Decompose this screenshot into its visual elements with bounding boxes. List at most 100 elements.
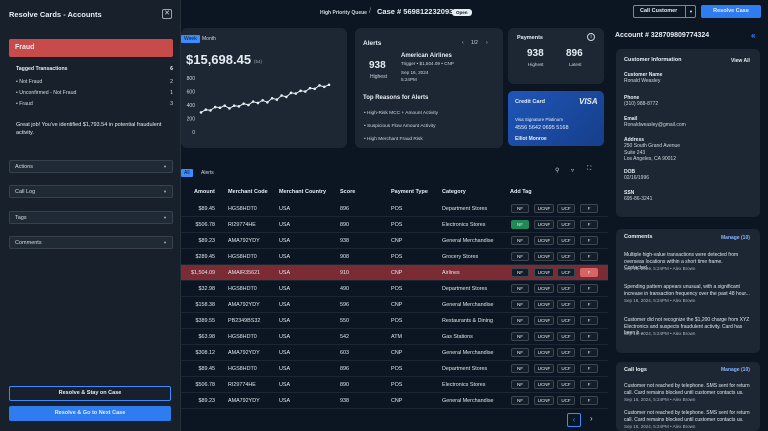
data-point[interactable] bbox=[204, 108, 208, 112]
table-row[interactable]: $89.45 HGS8HDT0 USA 896 POS Department Stores… bbox=[181, 201, 608, 217]
data-point[interactable] bbox=[213, 105, 217, 109]
data-point[interactable] bbox=[266, 101, 269, 104]
view-all-link[interactable]: View All bbox=[731, 58, 750, 64]
tag-button-ucf[interactable]: UCF bbox=[557, 204, 575, 213]
caret-down-icon[interactable]: ▼ bbox=[689, 9, 693, 14]
data-point[interactable] bbox=[209, 109, 212, 112]
table-row[interactable]: $63.98 HGS8HDT0 USA 542 ATM Gas Stations NF UCN… bbox=[181, 329, 608, 345]
prev-page-button[interactable]: ‹ bbox=[567, 413, 581, 427]
table-row[interactable]: $308.12 AMA792YDY USA 603 CNP General Merchan… bbox=[181, 345, 608, 361]
data-point[interactable] bbox=[308, 86, 312, 90]
data-point[interactable] bbox=[285, 95, 288, 99]
expand-icon[interactable]: ⛶ bbox=[587, 166, 592, 172]
next-page-button[interactable]: › bbox=[590, 414, 593, 423]
col-header[interactable]: Category bbox=[442, 189, 466, 195]
tag-button-ucf[interactable]: UCF bbox=[557, 348, 575, 357]
col-header[interactable]: Merchant Code bbox=[228, 189, 268, 195]
tag-button-ucf[interactable]: UCF bbox=[557, 396, 575, 405]
tag-button-ucnf[interactable]: UCNF bbox=[534, 268, 554, 277]
tag-button-ucnf[interactable]: UCNF bbox=[534, 332, 554, 341]
data-point[interactable] bbox=[318, 84, 321, 87]
table-row[interactable]: $89.23 AMA792YDY USA 938 CNP General Merchand… bbox=[181, 393, 608, 409]
tag-button-ucnf[interactable]: UCNF bbox=[534, 252, 554, 261]
tag-button-ucf[interactable]: UCF bbox=[557, 236, 575, 245]
tag-button-nf[interactable]: NF bbox=[511, 252, 529, 261]
tag-button-ucnf[interactable]: UCNF bbox=[534, 348, 554, 357]
table-row[interactable]: $158.38 AMA792YDY USA 596 CNP General Merchan… bbox=[181, 297, 608, 313]
data-point[interactable] bbox=[228, 107, 231, 110]
col-header[interactable]: Merchant Country bbox=[279, 189, 327, 195]
data-point[interactable] bbox=[251, 100, 255, 103]
tab-all[interactable]: All bbox=[181, 169, 193, 177]
actions-dropdown[interactable]: Actions ▼ bbox=[9, 160, 173, 173]
tag-button-f[interactable]: F bbox=[580, 284, 598, 293]
data-point[interactable] bbox=[256, 101, 260, 105]
tag-button-ucnf[interactable]: UCNF bbox=[534, 380, 554, 389]
tag-button-ucf[interactable]: UCF bbox=[557, 364, 575, 373]
table-row[interactable]: $89.23 AMA792YDY USA 938 CNP General Merchand… bbox=[181, 233, 608, 249]
tag-button-nf[interactable]: NF bbox=[511, 300, 529, 309]
tag-button-ucnf[interactable]: UCNF bbox=[534, 396, 554, 405]
tag-button-ucf[interactable]: UCF bbox=[557, 300, 575, 309]
manage-comments-link[interactable]: Manage (10) bbox=[721, 235, 750, 241]
tag-button-f[interactable]: F bbox=[580, 348, 598, 357]
data-point[interactable] bbox=[299, 89, 302, 93]
tag-button-ucnf[interactable]: UCNF bbox=[534, 236, 554, 245]
tags-dropdown[interactable]: Tags ▼ bbox=[9, 211, 173, 224]
table-row[interactable]: $506.78 RI29774HE USA 890 POS Electronics Sto… bbox=[181, 217, 608, 233]
data-point[interactable] bbox=[327, 83, 331, 87]
tag-button-nf[interactable]: NF bbox=[511, 364, 529, 373]
tag-button-f[interactable]: F bbox=[580, 204, 598, 213]
resolve-stay-button[interactable]: Resolve & Stay on Case bbox=[9, 386, 171, 401]
next-icon[interactable]: › bbox=[486, 40, 488, 46]
tag-button-f[interactable]: F bbox=[580, 268, 598, 277]
tag-button-nf[interactable]: NF bbox=[511, 396, 529, 405]
tag-button-ucf[interactable]: UCF bbox=[557, 332, 575, 341]
tag-button-ucf[interactable]: UCF bbox=[557, 284, 575, 293]
tab-week[interactable]: Week bbox=[181, 35, 200, 43]
queue-breadcrumb[interactable]: High Priority Queue bbox=[320, 10, 367, 16]
table-row[interactable]: $32.98 HGS8HDT0 USA 490 POS Department Stores… bbox=[181, 281, 608, 297]
tag-button-ucf[interactable]: UCF bbox=[557, 252, 575, 261]
data-point[interactable] bbox=[223, 104, 227, 107]
tag-button-nf[interactable]: NF bbox=[511, 284, 529, 293]
data-point[interactable] bbox=[294, 92, 298, 95]
data-point[interactable] bbox=[270, 96, 274, 100]
collapse-icon[interactable]: « bbox=[751, 31, 756, 40]
tag-button-f[interactable]: F bbox=[580, 300, 598, 309]
data-point[interactable] bbox=[275, 98, 279, 101]
table-row[interactable]: $89.45 HGS8HDT0 USA 896 POS Department Stores… bbox=[181, 361, 608, 377]
call-customer-button[interactable]: Call Customer ▼ bbox=[633, 5, 696, 18]
prev-icon[interactable]: ‹ bbox=[462, 40, 464, 46]
table-row[interactable]: $389.55 PB2349BS32 USA 550 POS Restaurants & … bbox=[181, 313, 608, 329]
tab-month[interactable]: Month bbox=[202, 36, 216, 42]
tag-button-nf[interactable]: NF bbox=[511, 332, 529, 341]
data-point[interactable] bbox=[322, 85, 326, 89]
col-header[interactable]: Score bbox=[340, 189, 356, 195]
tag-button-ucf[interactable]: UCF bbox=[557, 380, 575, 389]
col-header[interactable]: Payment Type bbox=[391, 189, 428, 195]
tab-alerts[interactable]: Alerts bbox=[201, 170, 214, 176]
data-point[interactable] bbox=[232, 104, 236, 107]
manage-call-logs-link[interactable]: Manage (10) bbox=[721, 367, 750, 373]
tag-button-f[interactable]: F bbox=[580, 380, 598, 389]
data-point[interactable] bbox=[313, 87, 317, 91]
tag-button-f[interactable]: F bbox=[580, 332, 598, 341]
col-header[interactable]: Add Tag bbox=[510, 189, 532, 195]
tag-button-ucnf[interactable]: UCNF bbox=[534, 220, 554, 229]
data-point[interactable] bbox=[261, 98, 264, 102]
tag-button-f[interactable]: F bbox=[580, 396, 598, 405]
tag-button-ucf[interactable]: UCF bbox=[557, 220, 575, 229]
data-point[interactable] bbox=[237, 105, 241, 108]
tag-button-ucf[interactable]: UCF bbox=[557, 268, 575, 277]
tag-button-ucnf[interactable]: UCNF bbox=[534, 316, 554, 325]
tag-button-nf[interactable]: NF bbox=[511, 236, 529, 245]
tag-button-nf[interactable]: NF bbox=[511, 220, 529, 229]
data-point[interactable] bbox=[289, 91, 293, 95]
tag-button-nf[interactable]: NF bbox=[511, 204, 529, 213]
tag-button-f[interactable]: F bbox=[580, 252, 598, 261]
search-icon[interactable]: ⚲ bbox=[555, 168, 560, 174]
call-log-dropdown[interactable]: Call Log ▼ bbox=[9, 185, 173, 198]
table-row[interactable]: $1,504.09 AMAIR35621 USA 910 CNP Airlines NF UC… bbox=[181, 265, 608, 281]
tag-button-nf[interactable]: NF bbox=[511, 348, 529, 357]
